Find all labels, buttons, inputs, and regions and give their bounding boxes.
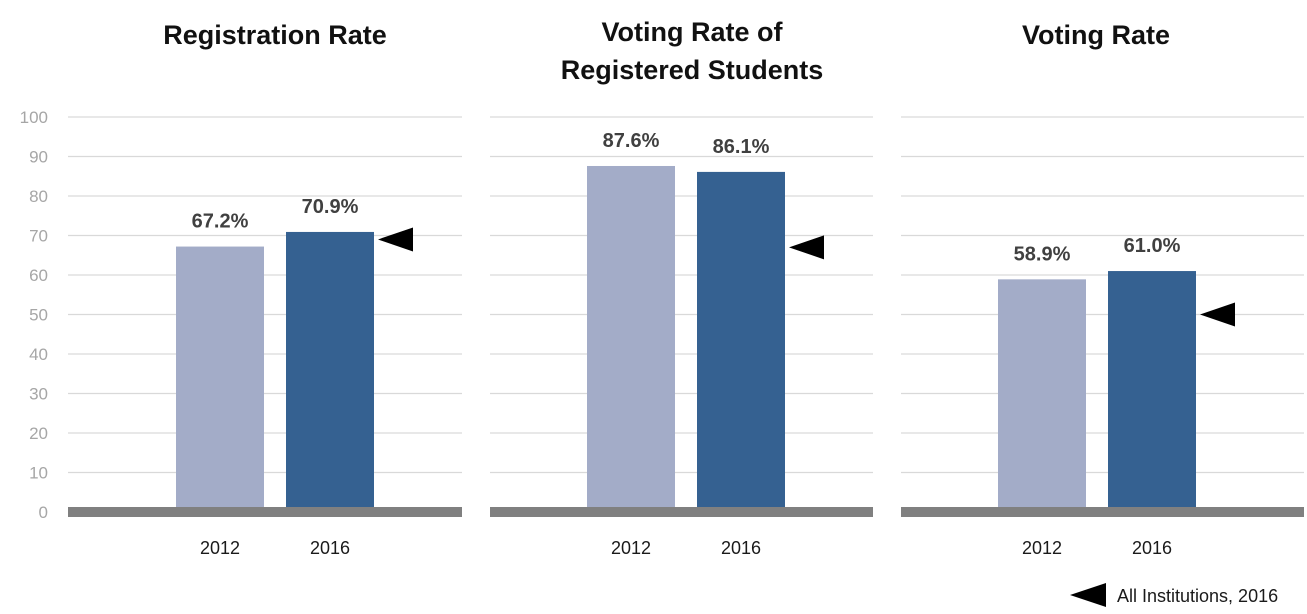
x-axis-baseline: [901, 507, 1304, 517]
y-tick-label: 90: [29, 148, 48, 167]
x-tick-label: 2012: [200, 538, 240, 558]
bar-2012: [998, 279, 1086, 512]
y-tick-label: 100: [20, 108, 48, 127]
bar-2016: [286, 231, 374, 512]
y-tick-label: 0: [39, 503, 48, 522]
x-tick-label: 2016: [721, 538, 761, 558]
y-tick-label: 60: [29, 266, 48, 285]
legend: All Institutions, 2016: [1070, 583, 1278, 607]
panel-title: Registered Students: [561, 55, 824, 85]
x-tick-label: 2012: [611, 538, 651, 558]
y-tick-label: 10: [29, 464, 48, 483]
chart-panel-3: 58.9% 2012 61.0% 2016 Voting Rate: [901, 20, 1304, 558]
chart-panel-2: 87.6% 2012 86.1% 2016 Voting Rate of Register…: [490, 17, 873, 558]
left-triangle-icon: [1070, 583, 1106, 607]
y-tick-label: 50: [29, 306, 48, 325]
panel-title: Registration Rate: [163, 20, 387, 50]
data-label: 67.2%: [192, 211, 249, 233]
data-label: 86.1%: [713, 136, 770, 158]
bar-2016: [1108, 271, 1196, 512]
bar-2016: [697, 171, 785, 512]
x-tick-label: 2016: [1132, 538, 1172, 558]
x-axis-baseline: [490, 507, 873, 517]
x-tick-label: 2016: [310, 538, 350, 558]
data-label: 61.0%: [1124, 235, 1181, 257]
bar-2012: [587, 165, 675, 513]
bar-2012: [176, 246, 264, 512]
data-label: 58.9%: [1014, 243, 1071, 265]
y-tick-label: 70: [29, 227, 48, 246]
reference-marker-icon: [1200, 302, 1235, 327]
y-tick-label: 80: [29, 187, 48, 206]
panel-title: Voting Rate: [1022, 20, 1170, 50]
data-label: 70.9%: [302, 196, 359, 218]
reference-marker-icon: [378, 227, 413, 252]
x-axis-baseline: [68, 507, 462, 517]
legend-label: All Institutions, 2016: [1117, 586, 1278, 606]
reference-marker-icon: [789, 235, 824, 260]
y-tick-label: 40: [29, 345, 48, 364]
x-tick-label: 2012: [1022, 538, 1062, 558]
y-tick-label: 30: [29, 385, 48, 404]
panel-title: Voting Rate of: [602, 17, 784, 47]
chart-panel-1: 0 10 20 30 40 50 60 70 80 90 100 67.2% 2012 70.9% 2016…: [20, 20, 462, 558]
y-tick-label: 20: [29, 424, 48, 443]
data-label: 87.6%: [603, 130, 660, 152]
